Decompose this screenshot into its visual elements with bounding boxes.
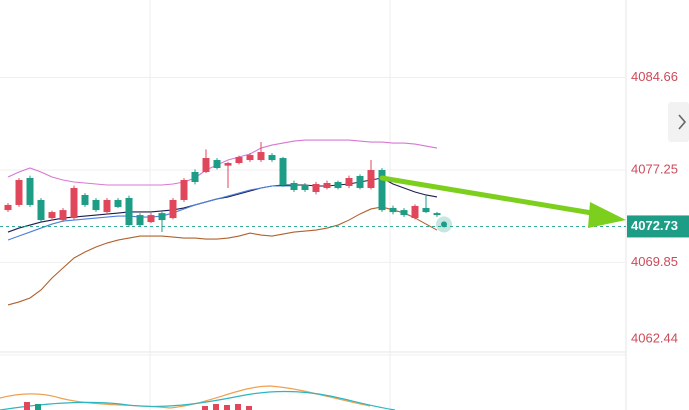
indicator-line xyxy=(0,390,396,410)
y-tick-label: 4077.25 xyxy=(631,161,678,176)
indicator-line xyxy=(0,385,371,409)
indicator-bar xyxy=(224,405,230,410)
indicator-bar xyxy=(24,402,30,410)
candle-body xyxy=(323,182,331,188)
trend-arrow xyxy=(379,175,626,228)
candle-body xyxy=(334,181,342,188)
candle-body xyxy=(213,160,221,169)
candle-body xyxy=(37,199,45,221)
candle-body xyxy=(4,204,12,211)
indicator-line xyxy=(7,139,438,186)
indicator-bar xyxy=(246,406,252,410)
candle-body xyxy=(15,179,23,205)
y-tick-label: 4062.44 xyxy=(631,330,678,345)
candle-body xyxy=(158,213,166,221)
candle-body xyxy=(114,199,122,207)
last-price-dot xyxy=(441,221,447,228)
indicator-bar xyxy=(202,406,208,410)
arrow-shaft xyxy=(379,175,601,217)
last-price-box xyxy=(627,215,689,238)
candle-body xyxy=(103,199,111,213)
candle-body xyxy=(367,170,375,188)
candle-body xyxy=(433,213,441,216)
indicator-bar xyxy=(213,404,219,410)
y-tick-label: 4084.66 xyxy=(631,69,678,84)
candle-body xyxy=(169,199,177,219)
chevron-icon xyxy=(678,114,687,130)
candle-body xyxy=(235,157,243,164)
candle-body xyxy=(136,215,144,226)
y-tick-label: 4069.85 xyxy=(631,254,678,269)
candle-body xyxy=(290,182,298,190)
side-panel-toggle[interactable] xyxy=(668,102,689,142)
candle-body xyxy=(59,210,67,221)
candle-body xyxy=(301,184,309,190)
indicator-line xyxy=(7,206,438,306)
candle-body xyxy=(81,194,89,205)
candle-body xyxy=(411,205,419,219)
candle-body xyxy=(70,187,78,219)
candle-body xyxy=(224,163,232,166)
candle-body xyxy=(400,210,408,216)
candle-body xyxy=(125,197,133,226)
candle-body xyxy=(422,207,430,213)
candle-body xyxy=(180,179,188,200)
candle-body xyxy=(92,199,100,211)
candle-body xyxy=(246,155,254,161)
arrow-head xyxy=(588,202,626,228)
candle-body xyxy=(202,158,210,173)
indicator-bar xyxy=(235,404,241,410)
candle-body xyxy=(356,176,364,188)
candle-body xyxy=(312,183,320,192)
last-price-label: 4072.73 xyxy=(631,218,678,233)
candle-body xyxy=(268,155,276,161)
candle-body xyxy=(378,170,386,211)
candle-body xyxy=(279,158,287,185)
candle-body xyxy=(26,177,34,205)
candle-body xyxy=(345,177,353,186)
candle-body xyxy=(389,207,397,213)
indicator-bar xyxy=(35,404,41,410)
main-panel: 4062.44 4069.85 4077.25 4084.66 xyxy=(0,69,678,356)
candle-body xyxy=(191,172,199,182)
candle-body xyxy=(48,212,56,219)
candle-body xyxy=(147,215,155,223)
candle-body xyxy=(257,152,265,161)
indicator-panel xyxy=(0,385,396,410)
